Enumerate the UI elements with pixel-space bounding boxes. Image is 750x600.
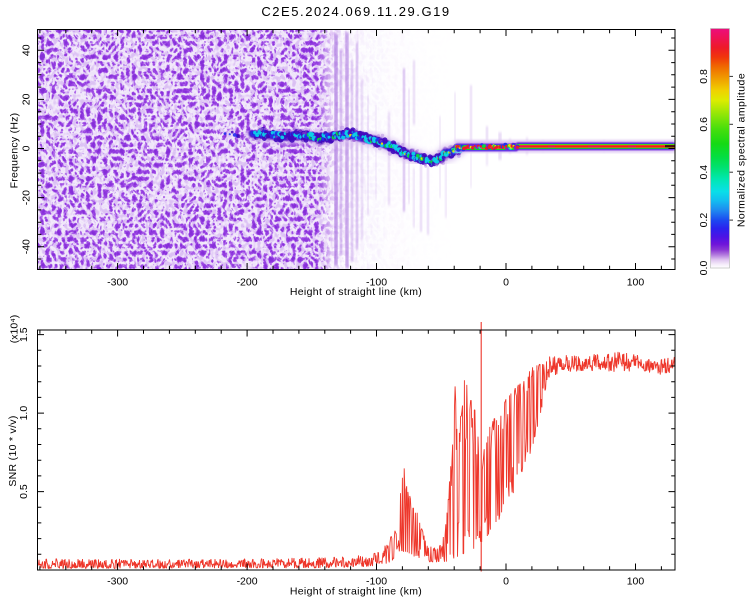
svg-text:-100: -100 (366, 276, 387, 288)
svg-text:0.5: 0.5 (18, 484, 30, 499)
svg-text:0.0: 0.0 (698, 261, 710, 276)
svg-text:0.4: 0.4 (698, 165, 710, 180)
svg-text:100: 100 (627, 575, 645, 587)
svg-text:(x10⁴): (x10⁴) (9, 315, 21, 343)
svg-text:Frequency (Hz): Frequency (Hz) (9, 113, 21, 189)
svg-text:0.8: 0.8 (698, 69, 710, 84)
svg-text:0.2: 0.2 (698, 213, 710, 228)
svg-text:0.6: 0.6 (698, 117, 710, 132)
svg-text:0: 0 (503, 575, 509, 587)
svg-text:20: 20 (21, 93, 33, 105)
svg-text:Height of straight line (km): Height of straight line (km) (290, 286, 422, 298)
svg-text:1.0: 1.0 (18, 406, 30, 421)
svg-text:Height of straight line (km): Height of straight line (km) (290, 586, 422, 598)
svg-text:-100: -100 (366, 575, 387, 587)
svg-text:Normalized spectral amplitude: Normalized spectral amplitude (736, 73, 748, 227)
svg-text:1.5: 1.5 (18, 327, 30, 342)
svg-text:0: 0 (21, 145, 33, 151)
svg-text:100: 100 (627, 276, 645, 288)
svg-text:-40: -40 (21, 239, 33, 254)
svg-text:-300: -300 (107, 276, 128, 288)
svg-text:-200: -200 (237, 276, 258, 288)
svg-text:40: 40 (21, 44, 33, 56)
svg-text:-300: -300 (107, 575, 128, 587)
svg-text:SNR (10 * v/v): SNR (10 * v/v) (7, 415, 19, 486)
svg-text:-200: -200 (237, 575, 258, 587)
svg-text:-20: -20 (21, 190, 33, 205)
svg-text:0: 0 (503, 276, 509, 288)
svg-text:C2E5.2024.069.11.29.G19: C2E5.2024.069.11.29.G19 (261, 4, 450, 19)
